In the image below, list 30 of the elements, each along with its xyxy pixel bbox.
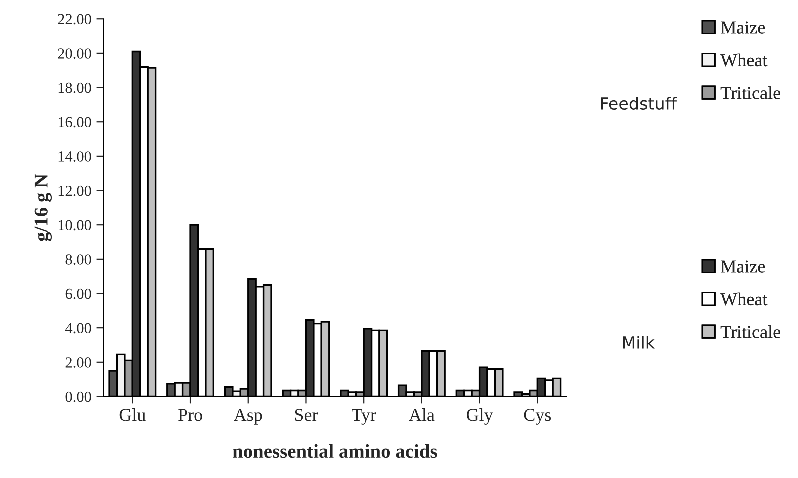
legend-label: Wheat xyxy=(720,292,768,306)
y-tick-label: 20.00 xyxy=(58,48,92,59)
y-tick-label: 16.00 xyxy=(58,117,92,128)
x-axis-title: nonessential amino acids xyxy=(233,444,438,458)
x-tick-label: Tyr xyxy=(352,409,376,425)
legend-label: Maize xyxy=(721,260,766,273)
x-tick-label: Pro xyxy=(178,409,202,422)
x-tick-label: Ser xyxy=(295,409,318,422)
y-tick-label: 18.00 xyxy=(58,82,92,94)
x-tick-label: Asp xyxy=(234,409,262,425)
legend-label: Wheat xyxy=(720,54,768,67)
x-tick-label: Glu xyxy=(120,408,146,422)
y-tick-label: 0.00 xyxy=(66,392,92,402)
y-tick-label: 6.00 xyxy=(66,288,92,300)
text: Feedstuff xyxy=(601,97,678,110)
y-tick-label: 2.00 xyxy=(66,358,92,368)
x-tick-label: Ala xyxy=(409,408,435,422)
y-tick-label: 4.00 xyxy=(65,323,92,334)
x-tick-label: Cys xyxy=(524,409,552,425)
text: Milk xyxy=(623,336,655,349)
legend-label: Maize xyxy=(721,22,766,34)
y-tick-label: 10.00 xyxy=(58,220,92,231)
y-axis-title: g/16 g N xyxy=(34,174,52,242)
x-tick-label: Gly xyxy=(467,408,494,425)
y-tick-label: 12.00 xyxy=(58,186,92,196)
legend-label: Triticale xyxy=(720,326,780,338)
y-tick-label: 8.00 xyxy=(66,254,92,265)
y-tick-label: 14.00 xyxy=(58,152,92,162)
y-tick-label: 22.00 xyxy=(58,14,92,25)
legend-label: Triticale xyxy=(720,86,780,100)
